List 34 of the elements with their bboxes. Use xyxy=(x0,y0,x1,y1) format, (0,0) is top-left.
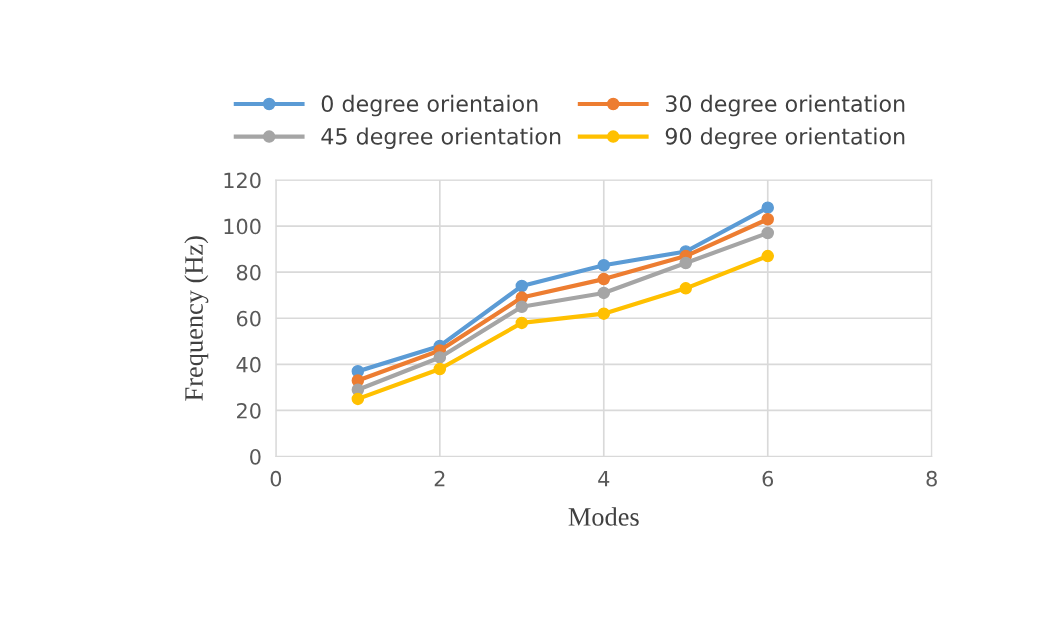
y-tick-label: 120 xyxy=(224,172,261,189)
y-tick-label: 20 xyxy=(236,402,261,419)
point xyxy=(761,249,774,263)
point xyxy=(679,256,693,270)
point xyxy=(597,307,611,320)
legend-label: 30 degree orientation xyxy=(666,94,905,117)
y-axis-title: Frequency (Hz) xyxy=(184,236,209,401)
legend-label: 45 degree orientation xyxy=(321,127,561,149)
point xyxy=(597,286,611,300)
x-tick-label: 8 xyxy=(926,470,937,487)
x-tick-label: 2 xyxy=(434,470,445,487)
point xyxy=(679,282,693,295)
point xyxy=(433,351,447,364)
x-tick-label: 6 xyxy=(762,470,774,487)
x-tick-label: 4 xyxy=(598,471,610,487)
legend-label: 0 degree orientaion xyxy=(321,94,538,117)
y-tick-label: 0 xyxy=(250,448,261,465)
point xyxy=(597,259,611,272)
y-tick-label: 60 xyxy=(236,310,261,327)
point xyxy=(515,279,529,293)
x-tick-label: 0 xyxy=(270,470,282,487)
y-tick-label: 40 xyxy=(236,356,261,373)
point xyxy=(351,392,365,406)
point xyxy=(761,226,774,240)
x-axis-title: Modes xyxy=(568,507,639,526)
y-tick-label: 80 xyxy=(236,264,261,281)
point xyxy=(761,212,774,226)
point xyxy=(515,316,529,330)
y-tick-label: 100 xyxy=(224,218,261,235)
legend-label: 90 degree orientation xyxy=(665,127,905,149)
point xyxy=(597,272,611,286)
point xyxy=(433,362,447,376)
point xyxy=(515,300,529,314)
point xyxy=(761,201,774,214)
